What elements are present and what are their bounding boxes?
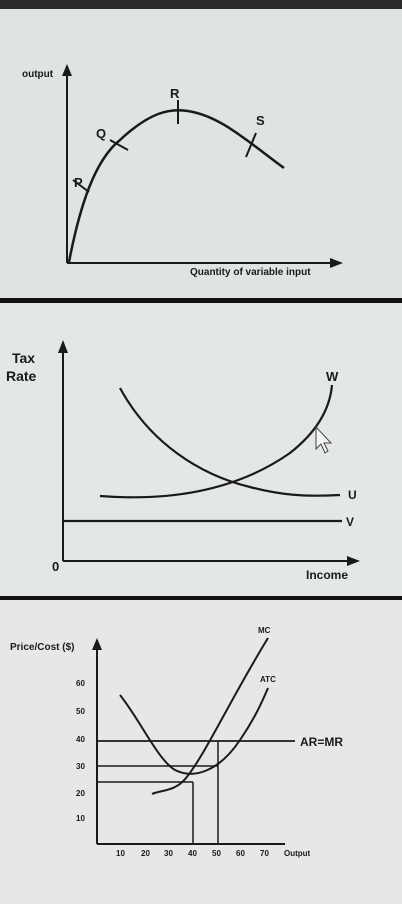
chart-panel-production: output Quantity of variable input P Q R … — [0, 0, 402, 298]
series-label-u: U — [348, 488, 357, 502]
y-axis-label-line1: Tax — [12, 350, 35, 366]
production-chart-svg: output Quantity of variable input P Q R … — [22, 64, 343, 278]
y-axis-label: output — [22, 69, 54, 80]
x-tick-70: 70 — [260, 849, 269, 858]
x-axis-label: Output — [284, 849, 311, 858]
curve-w — [99, 384, 334, 499]
y-tick-30: 30 — [76, 762, 85, 771]
y-axis-label-line2: Rate — [6, 368, 37, 384]
atc-curve — [119, 687, 269, 775]
x-tick-20: 20 — [141, 849, 150, 858]
point-label-r: R — [170, 86, 180, 101]
y-tick-60: 60 — [76, 679, 85, 688]
y-axis-arrow — [58, 340, 68, 353]
point-label-p: P — [74, 175, 83, 190]
y-tick-10: 10 — [76, 814, 85, 823]
y-tick-40: 40 — [76, 735, 85, 744]
tick-q — [109, 139, 129, 151]
series-label-ar-mr: AR=MR — [300, 735, 343, 749]
tick-s — [245, 132, 257, 158]
x-axis-arrow — [347, 556, 360, 566]
series-label-atc: ATC — [260, 675, 276, 684]
x-axis-label: Quantity of variable input — [190, 267, 311, 278]
cursor-icon — [315, 425, 333, 454]
production-curve — [67, 108, 285, 263]
origin-label: 0 — [52, 559, 59, 574]
point-label-s: S — [256, 113, 265, 128]
mc-curve — [151, 637, 269, 795]
y-axis-arrow — [62, 64, 72, 76]
series-label-mc: MC — [258, 626, 271, 635]
cost-chart-svg: Price/Cost ($) 60 50 40 30 20 10 10 20 3… — [10, 626, 343, 858]
y-axis-label: Price/Cost ($) — [10, 642, 74, 653]
y-tick-20: 20 — [76, 789, 85, 798]
x-tick-60: 60 — [236, 849, 245, 858]
screen-edge — [0, 0, 402, 9]
x-tick-50: 50 — [212, 849, 221, 858]
series-label-v: V — [346, 515, 354, 529]
x-axis-label: Income — [306, 568, 348, 582]
x-tick-10: 10 — [116, 849, 125, 858]
point-label-q: Q — [96, 126, 106, 141]
x-axis-arrow — [330, 258, 343, 268]
y-axis-arrow — [92, 638, 102, 650]
tick-p — [72, 179, 90, 193]
y-tick-50: 50 — [76, 707, 85, 716]
tax-chart-svg: Tax Rate 0 Income W U V — [6, 340, 360, 582]
x-tick-40: 40 — [188, 849, 197, 858]
curve-u — [119, 387, 341, 497]
x-tick-30: 30 — [164, 849, 173, 858]
series-label-w: W — [326, 369, 339, 384]
chart-panel-tax: Tax Rate 0 Income W U V — [0, 303, 402, 596]
chart-panel-cost: Price/Cost ($) 60 50 40 30 20 10 10 20 3… — [0, 600, 402, 904]
